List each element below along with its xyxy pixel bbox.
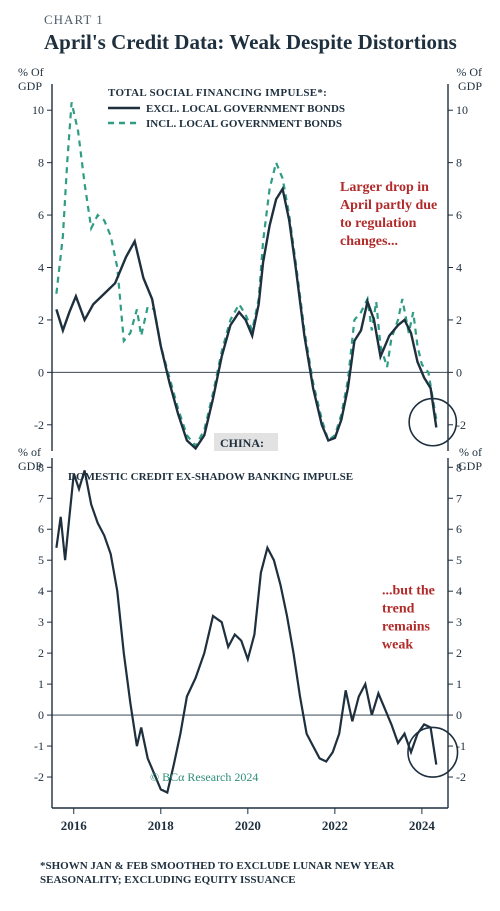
svg-text:-2: -2 [34, 418, 44, 432]
svg-text:8: 8 [38, 156, 44, 170]
panel1-svg: -2 -2 0 0 2 2 4 4 6 6 8 8 10 10 % OfGDP % OfGDP TOTAL SO… [0, 56, 500, 466]
svg-text:1: 1 [456, 677, 462, 691]
legend-label: INCL. LOCAL GOVERNMENT BONDS [146, 118, 342, 130]
svg-text:5: 5 [456, 553, 462, 567]
x-tick-label: 2024 [409, 818, 436, 833]
p1-ytitle-right: % OfGDP [456, 65, 482, 93]
svg-text:-1: -1 [34, 739, 44, 753]
p2-annotation: ...but thetrendremainsweak [382, 583, 435, 652]
series-domestic [56, 470, 436, 792]
svg-text:3: 3 [456, 615, 462, 629]
chart-title: April's Credit Data: Weak Despite Distor… [44, 30, 457, 55]
svg-text:3: 3 [38, 615, 44, 629]
panel2-svg: -2-2-1-100112233445566778820162018202020… [0, 440, 500, 860]
svg-text:10: 10 [32, 103, 44, 117]
svg-text:-2: -2 [34, 770, 44, 784]
svg-text:4: 4 [38, 584, 44, 598]
p2-ytitle-left: % ofGDP [18, 445, 42, 473]
svg-text:2: 2 [38, 646, 44, 660]
p2-series-label: DOMESTIC CREDIT EX-SHADOW BANKING IMPULS… [68, 471, 353, 483]
x-tick-label: 2022 [322, 818, 348, 833]
x-tick-label: 2020 [235, 818, 261, 833]
svg-text:2: 2 [38, 313, 44, 327]
svg-text:6: 6 [38, 522, 44, 536]
svg-text:-2: -2 [456, 418, 466, 432]
svg-text:4: 4 [456, 261, 462, 275]
svg-text:5: 5 [38, 553, 44, 567]
svg-text:6: 6 [38, 208, 44, 222]
svg-text:8: 8 [456, 156, 462, 170]
svg-text:4: 4 [38, 261, 44, 275]
p1-annotation: Larger drop inApril partly dueto regulat… [340, 180, 437, 249]
svg-text:7: 7 [456, 491, 462, 505]
svg-text:1: 1 [38, 677, 44, 691]
svg-text:10: 10 [456, 103, 468, 117]
svg-text:4: 4 [456, 584, 462, 598]
svg-text:6: 6 [456, 522, 462, 536]
series-incl [56, 102, 436, 446]
svg-text:2: 2 [456, 646, 462, 660]
x-tick-label: 2016 [61, 818, 88, 833]
footnote-svg: *SHOWN JAN & FEB SMOOTHED TO EXCLUDE LUN… [0, 855, 500, 911]
svg-text:0: 0 [456, 365, 462, 379]
p1-ytitle-left: % OfGDP [18, 65, 44, 93]
copyright: © BCα Research 2024 [150, 770, 258, 784]
svg-text:-2: -2 [456, 770, 466, 784]
svg-text:2: 2 [456, 313, 462, 327]
p2-ytitle-right: % ofGDP [458, 445, 482, 473]
page: { "kicker": "CHART 1", "title": "April's… [0, 0, 500, 911]
svg-text:0: 0 [38, 365, 44, 379]
svg-text:7: 7 [38, 491, 44, 505]
legend-label: EXCL. LOCAL GOVERNMENT BONDS [146, 103, 345, 115]
svg-text:0: 0 [456, 708, 462, 722]
footnote-text: *SHOWN JAN & FEB SMOOTHED TO EXCLUDE LUN… [40, 860, 395, 886]
x-tick-label: 2018 [148, 818, 175, 833]
legend-title: TOTAL SOCIAL FINANCING IMPULSE*: [108, 87, 327, 99]
svg-text:0: 0 [38, 708, 44, 722]
svg-text:6: 6 [456, 208, 462, 222]
chart-kicker: CHART 1 [44, 12, 104, 28]
